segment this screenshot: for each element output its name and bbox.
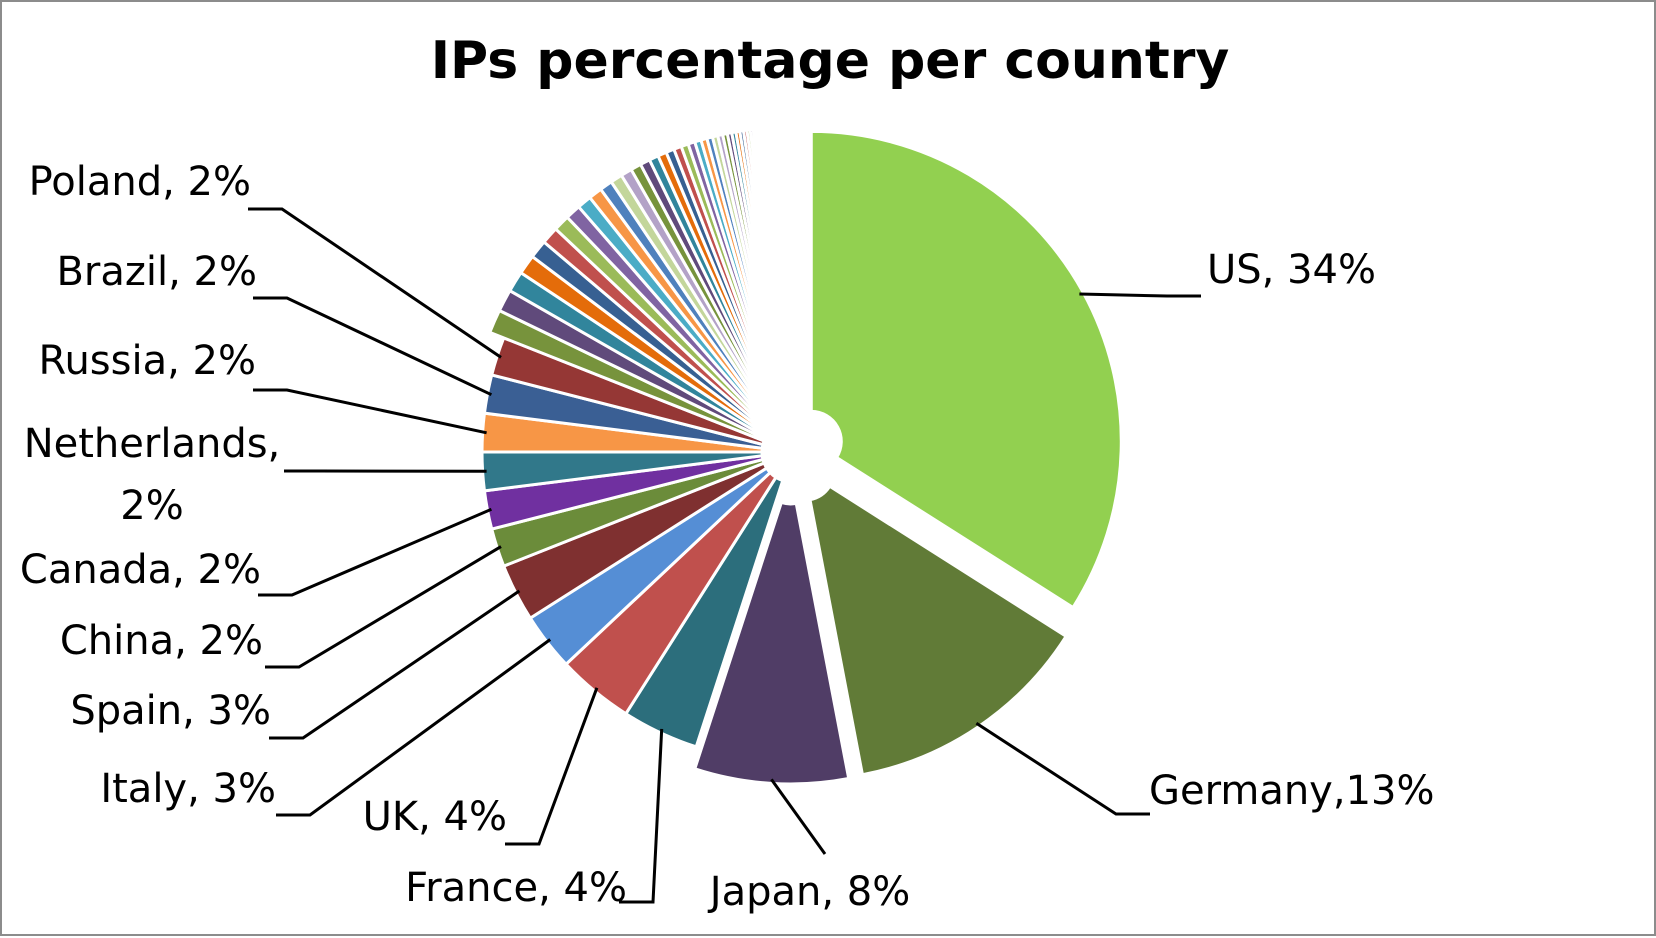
data-label-canada: Canada, 2% bbox=[20, 547, 261, 593]
data-label-germany: Germany,13% bbox=[1149, 768, 1434, 814]
leader-line-uk bbox=[505, 688, 597, 844]
data-label-japan: Japan, 8% bbox=[707, 869, 910, 915]
chart-title: IPs percentage per country bbox=[431, 31, 1230, 91]
data-label-russia: Russia, 2% bbox=[38, 338, 256, 384]
slices-layer bbox=[482, 127, 1121, 784]
data-label-netherlands: Netherlands,2% bbox=[24, 421, 281, 529]
data-label-china: China, 2% bbox=[60, 618, 263, 664]
data-label-poland: Poland, 2% bbox=[29, 159, 251, 205]
leader-line-germany bbox=[976, 723, 1150, 814]
data-label-france: France, 4% bbox=[405, 865, 627, 911]
data-label-italy: Italy, 3% bbox=[100, 766, 276, 812]
pie-slice-other bbox=[791, 127, 792, 422]
data-label-spain: Spain, 3% bbox=[70, 688, 271, 734]
leader-line-japan bbox=[771, 779, 825, 854]
leader-line-canada bbox=[258, 509, 491, 595]
leader-line-china bbox=[265, 547, 501, 667]
leader-line-poland bbox=[248, 209, 501, 357]
leader-line-spain bbox=[269, 591, 519, 738]
leader-line-brazil bbox=[253, 298, 491, 395]
data-label-uk: UK, 4% bbox=[363, 794, 507, 840]
data-label-brazil: Brazil, 2% bbox=[56, 249, 257, 295]
leader-line-russia bbox=[253, 390, 487, 433]
data-label-us: US, 34% bbox=[1207, 247, 1376, 293]
leader-line-us bbox=[1079, 294, 1201, 296]
